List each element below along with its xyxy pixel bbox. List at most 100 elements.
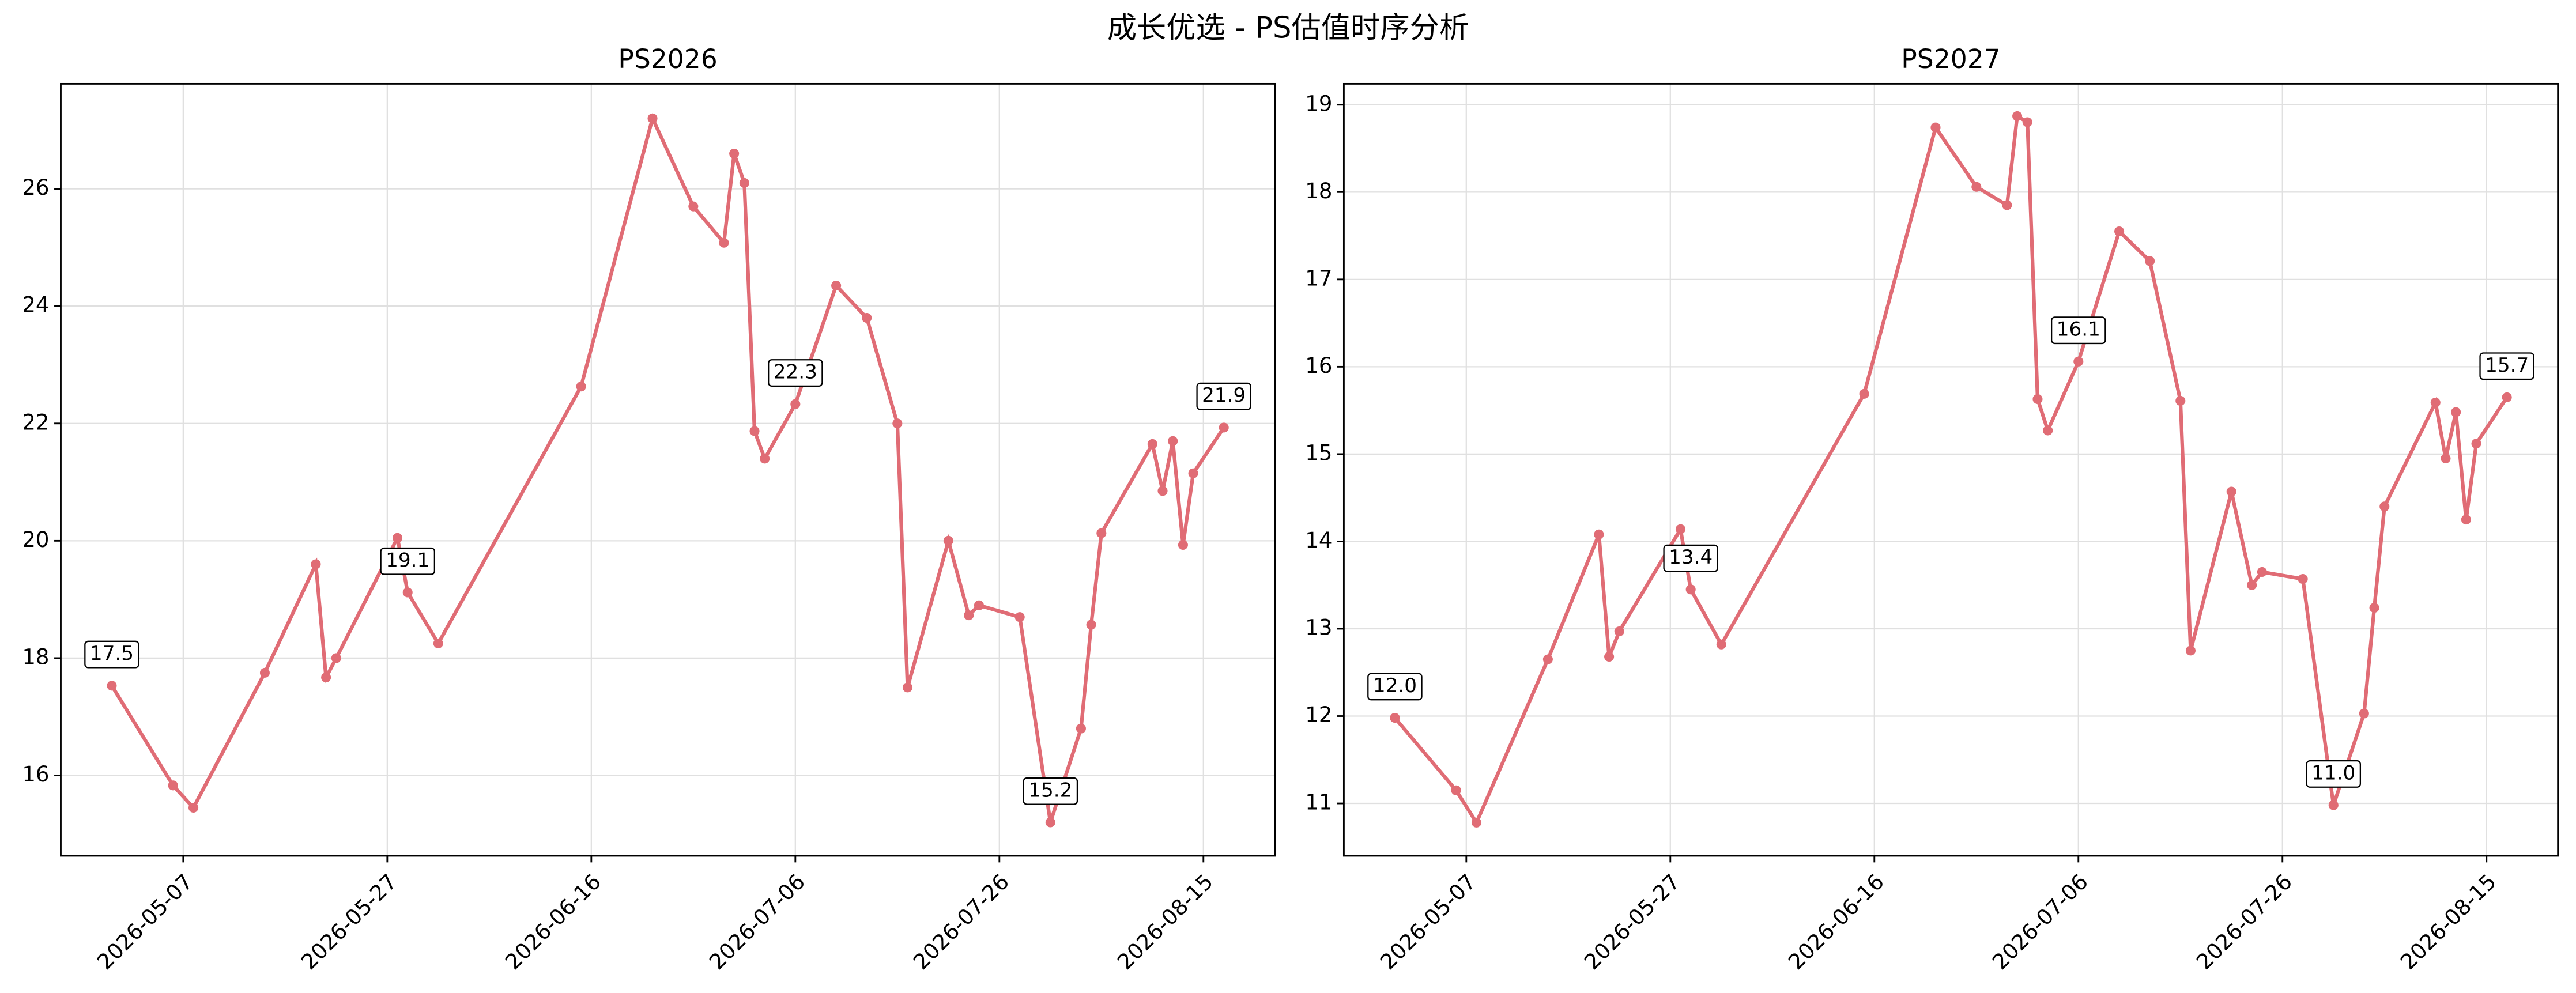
value-label: 12.0: [1373, 674, 1417, 697]
point: [311, 559, 321, 569]
value-label: 13.4: [1669, 546, 1713, 569]
x-tick-label: 2026-05-07: [1375, 869, 1481, 975]
label-box: [1196, 382, 1251, 410]
label-box: [2306, 760, 2362, 788]
point: [2502, 392, 2512, 402]
y-tick-label: 13: [1305, 615, 1332, 640]
point: [2369, 603, 2379, 613]
point: [2002, 200, 2012, 210]
point: [1604, 651, 1615, 662]
label-box: [1367, 673, 1423, 701]
line: [110, 113, 1225, 823]
point: [259, 667, 270, 678]
label-box: [1663, 544, 1718, 572]
point: [1096, 528, 1107, 538]
point: [1390, 712, 1400, 723]
point: [729, 148, 740, 159]
point: [1471, 817, 1482, 828]
point: [1178, 539, 1188, 550]
y-tick-label: 18: [1305, 179, 1332, 203]
point: [974, 600, 984, 610]
subplot-title: PS2026: [618, 44, 717, 74]
point: [1147, 439, 1157, 449]
point: [1675, 524, 1686, 534]
point: [892, 418, 903, 429]
x-tick-label: 2026-07-26: [908, 869, 1014, 975]
point: [331, 653, 341, 663]
point: [1188, 468, 1198, 478]
point: [2247, 580, 2257, 590]
label-box: [768, 359, 823, 387]
y-tick-label: 22: [22, 410, 49, 435]
point: [1614, 626, 1624, 637]
y-tick-label: 20: [22, 527, 49, 552]
value-label: 17.5: [90, 642, 134, 665]
y-tick-label: 18: [22, 644, 49, 669]
point: [2471, 439, 2481, 449]
point: [1594, 529, 1604, 539]
point: [402, 587, 413, 598]
point: [2359, 708, 2369, 719]
point: [1930, 122, 1941, 133]
value-label: 15.2: [1028, 779, 1072, 802]
point: [1451, 785, 1461, 795]
x-tick-label: 2026-05-27: [1579, 869, 1685, 975]
point: [2379, 501, 2390, 512]
point: [2073, 356, 2084, 367]
y-tick-label: 24: [22, 293, 49, 318]
plot-frame: [60, 82, 1276, 857]
point: [2185, 645, 2196, 656]
x-tick-label: 2026-08-15: [1112, 869, 1218, 975]
y-tick-label: 19: [1305, 91, 1332, 116]
y-tick-label: 16: [22, 762, 49, 787]
point: [2043, 425, 2053, 436]
point: [1086, 620, 1096, 630]
point: [1014, 612, 1025, 622]
point: [862, 312, 872, 323]
point: [1542, 654, 1553, 664]
point: [1076, 723, 1086, 734]
point: [1157, 486, 1168, 496]
point: [719, 237, 729, 248]
x-tick-label: 2026-07-26: [2192, 869, 2297, 975]
y-tick-label: 15: [1305, 440, 1332, 465]
point: [2298, 574, 2308, 584]
label-box: [84, 640, 139, 669]
point: [2441, 453, 2451, 464]
point: [2022, 117, 2032, 127]
label-box: [1023, 777, 1078, 805]
point: [392, 533, 403, 543]
point: [964, 610, 974, 621]
point: [749, 426, 760, 436]
label-box: [2479, 352, 2534, 380]
point: [1045, 817, 1055, 828]
point: [2257, 567, 2267, 577]
x-tick-label: 2026-05-27: [296, 869, 402, 975]
point: [1219, 422, 1229, 433]
point: [2114, 226, 2125, 237]
value-label: 21.9: [1202, 384, 1246, 407]
value-label: 11.0: [2311, 761, 2355, 784]
y-tick-label: 11: [1305, 790, 1332, 815]
y-tick-label: 17: [1305, 266, 1332, 290]
point: [831, 281, 842, 291]
point: [168, 780, 178, 791]
point: [2430, 397, 2441, 408]
y-tick-label: 16: [1305, 353, 1332, 378]
point: [107, 681, 117, 691]
y-tick-label: 26: [22, 175, 49, 200]
point: [739, 178, 749, 188]
point: [1685, 584, 1696, 595]
point: [1971, 182, 1982, 192]
point: [321, 672, 331, 683]
point: [188, 802, 199, 813]
label-box: [380, 547, 435, 575]
point: [2461, 515, 2471, 525]
point: [1716, 639, 1726, 650]
x-tick-label: 2026-07-06: [1987, 869, 2093, 975]
point: [790, 399, 801, 409]
point: [943, 535, 953, 546]
point: [1859, 388, 1869, 399]
